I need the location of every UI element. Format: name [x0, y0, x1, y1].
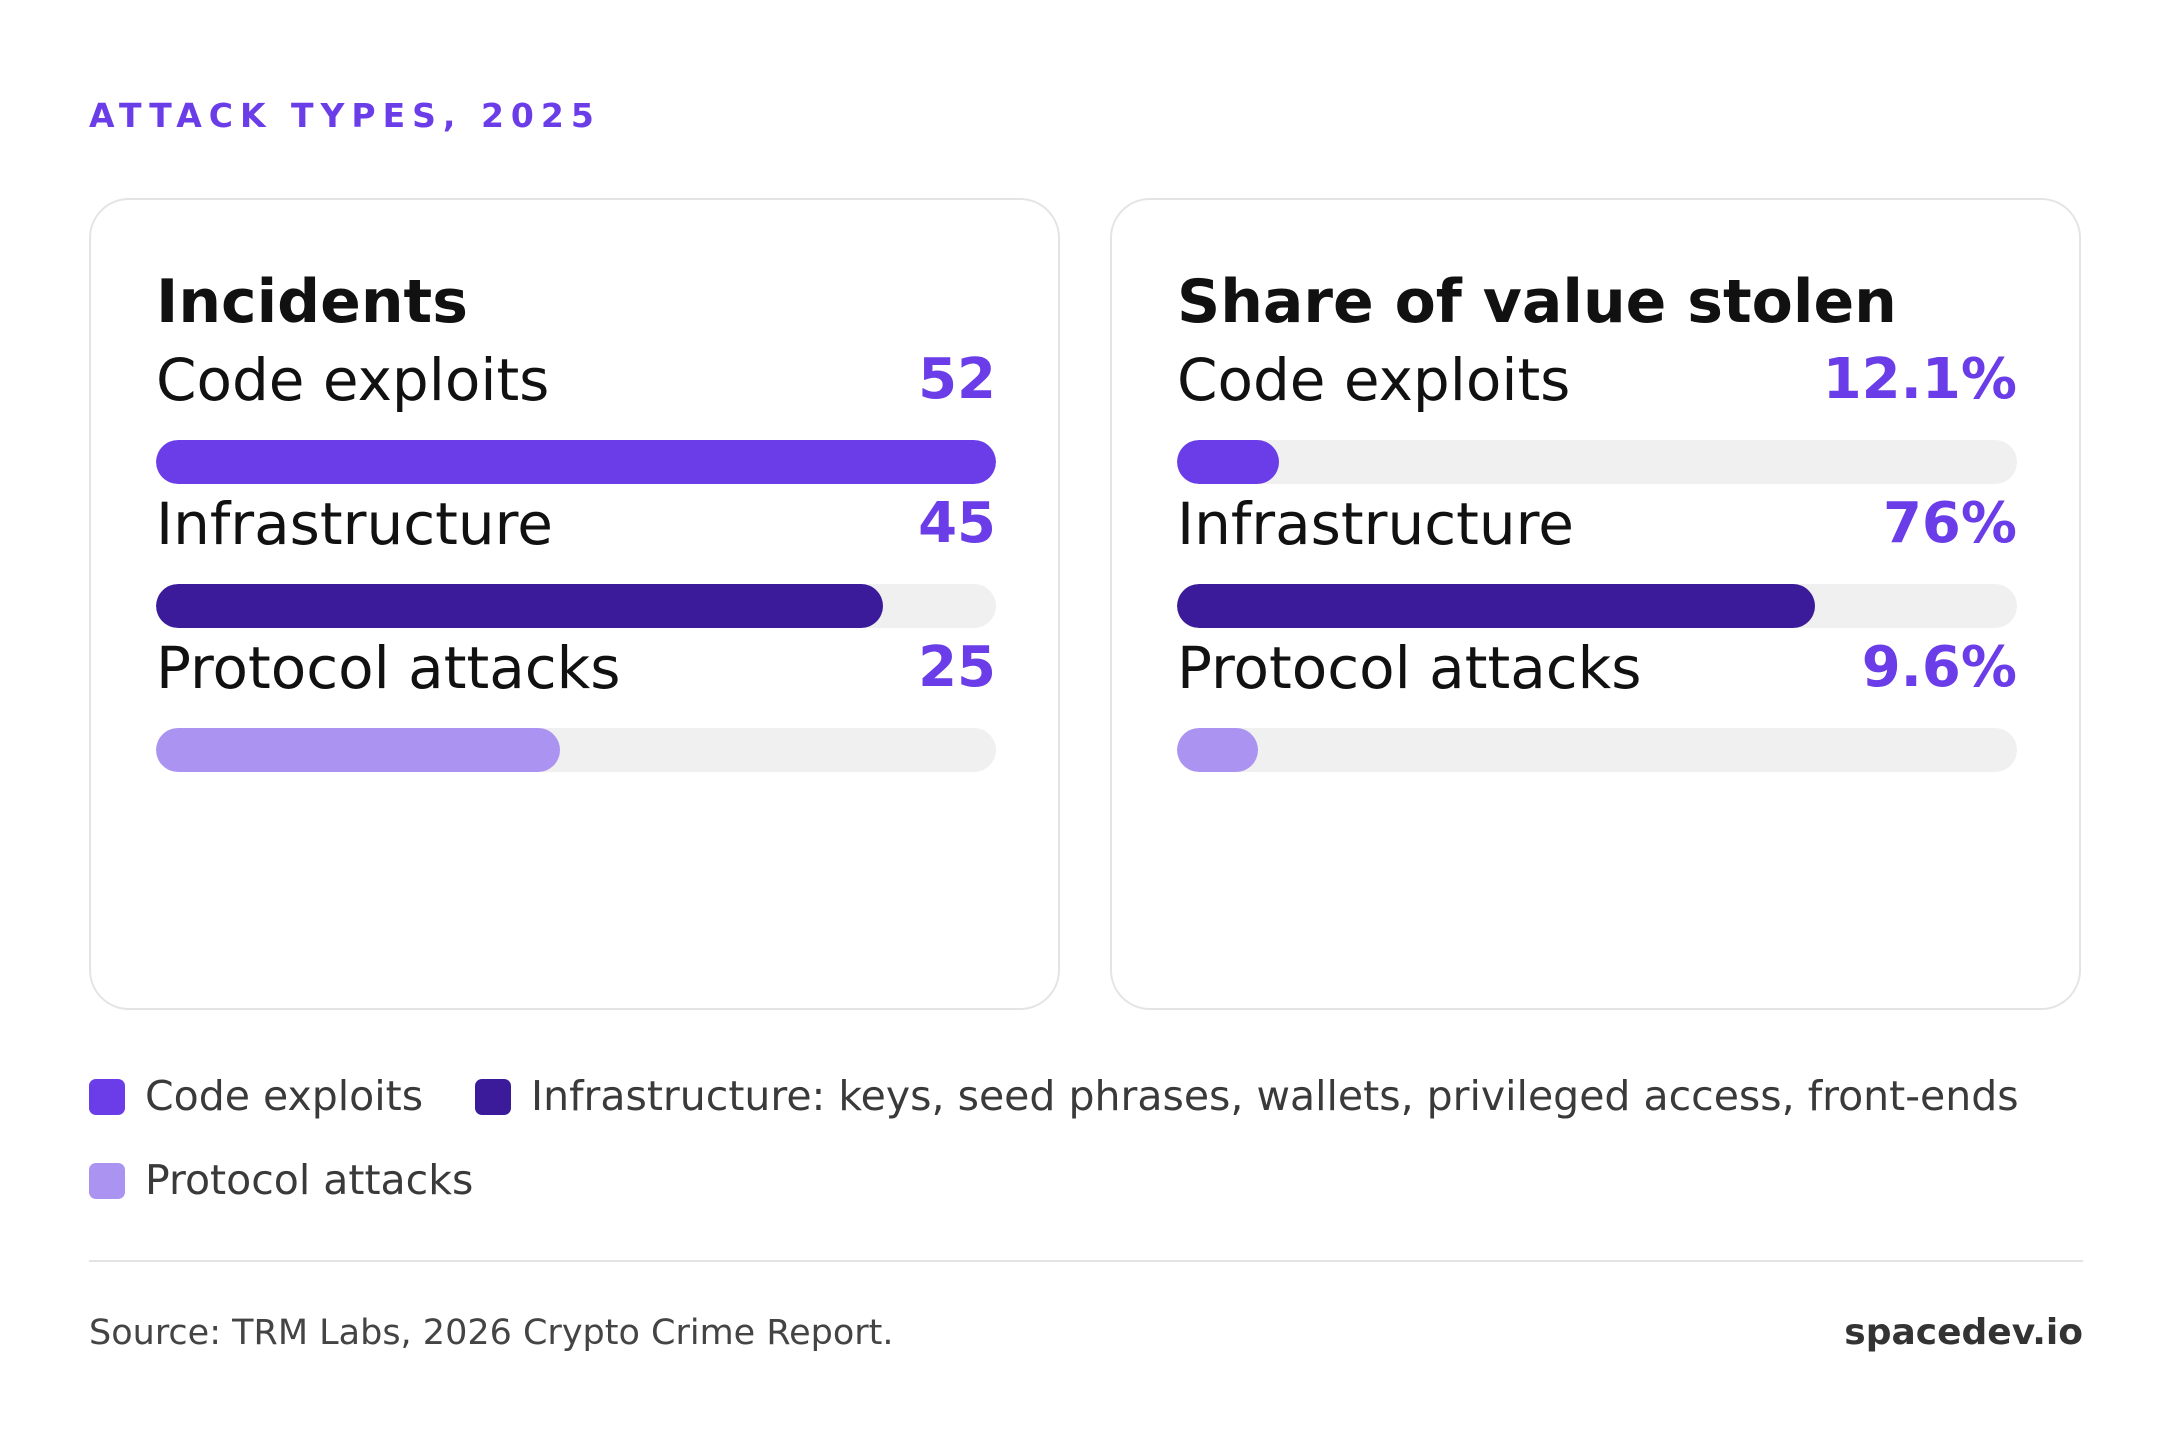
incidents-card: Incidents Code exploits 52 Infrastructur…: [89, 198, 1060, 1010]
bar-protocol-attacks: [156, 728, 560, 772]
data-label: 9.6%: [1861, 635, 2017, 700]
bar-track: [156, 440, 996, 484]
legend-label: Protocol attacks: [145, 1156, 474, 1204]
bar-infrastructure: [156, 584, 883, 628]
value-stolen-title: Share of value stolen: [1177, 267, 1897, 337]
incidents-row-protocol-attacks: Protocol attacks 25: [156, 628, 996, 772]
category-label: Code exploits: [156, 346, 550, 414]
value-row-protocol-attacks: Protocol attacks 9.6%: [1177, 628, 2017, 772]
category-label: Code exploits: [1177, 346, 1571, 414]
bar-track: [1177, 728, 2017, 772]
category-label: Protocol attacks: [1177, 634, 1642, 702]
legend-swatch: [475, 1079, 511, 1115]
source-note: Source: TRM Labs, 2026 Crypto Crime Repo…: [89, 1313, 894, 1353]
data-label: 45: [918, 491, 996, 556]
bar-code-exploits: [1177, 440, 1279, 484]
incidents-title: Incidents: [156, 267, 468, 337]
bar-infrastructure: [1177, 584, 1816, 628]
chart-eyebrow-title: ATTACK TYPES, 2025: [89, 96, 601, 135]
bar-protocol-attacks: [1177, 728, 1258, 772]
legend-swatch: [89, 1163, 125, 1199]
category-label: Infrastructure: [1177, 490, 1574, 558]
legend-swatch: [89, 1079, 125, 1115]
incidents-row-code-exploits: Code exploits 52: [156, 340, 996, 484]
bar-track: [156, 584, 996, 628]
legend-label: Infrastructure: keys, seed phrases, wall…: [531, 1072, 2019, 1120]
data-label: 12.1%: [1822, 347, 2017, 412]
value-stolen-card: Share of value stolen Code exploits 12.1…: [1110, 198, 2081, 1010]
data-label: 76%: [1882, 491, 2017, 556]
bar-code-exploits: [156, 440, 996, 484]
incidents-row-infrastructure: Infrastructure 45: [156, 484, 996, 628]
bar-track: [156, 728, 996, 772]
footer-divider: [89, 1260, 2083, 1262]
data-label: 25: [918, 635, 996, 700]
category-label: Protocol attacks: [156, 634, 621, 702]
legend-label: Code exploits: [145, 1072, 424, 1120]
value-row-code-exploits: Code exploits 12.1%: [1177, 340, 2017, 484]
bar-track: [1177, 440, 2017, 484]
value-row-infrastructure: Infrastructure 76%: [1177, 484, 2017, 628]
bar-track: [1177, 584, 2017, 628]
category-label: Infrastructure: [156, 490, 553, 558]
brand-link[interactable]: spacedev.io: [1844, 1312, 2083, 1353]
data-label: 52: [918, 347, 996, 412]
